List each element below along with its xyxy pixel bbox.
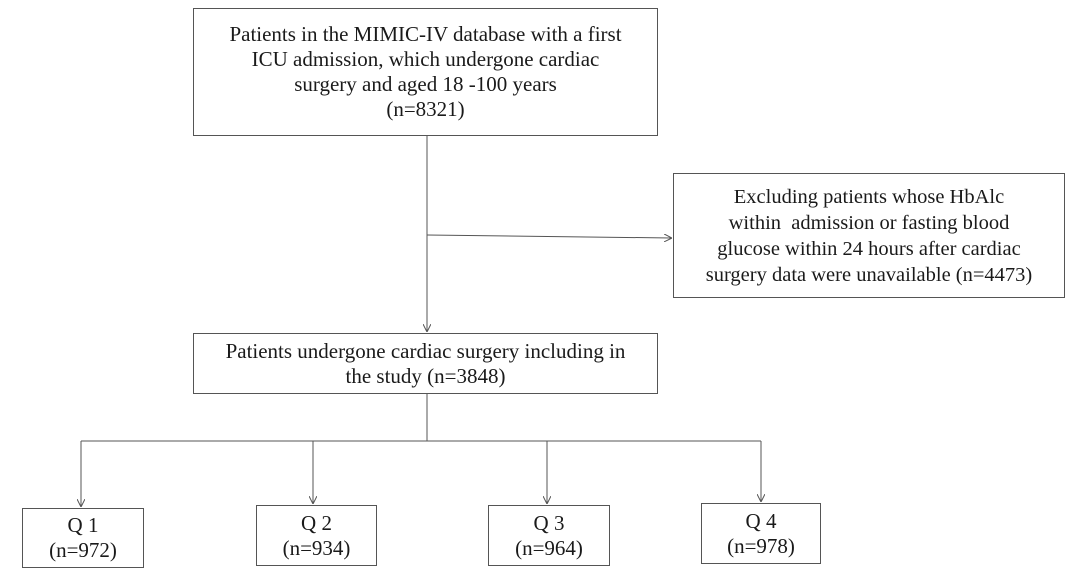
initial-cohort-line-2: ICU admission, which undergone cardiac xyxy=(251,47,600,71)
initial-cohort-line-1: Patients in the MIMIC-IV database with a… xyxy=(229,22,622,46)
quartile-box-q4: Q 4 (n=978) xyxy=(701,503,821,564)
quartile-label: Q 2 xyxy=(301,510,332,535)
exclusion-line-1: Excluding patients whose HbAlc xyxy=(733,185,1005,208)
quartile-label: Q 4 xyxy=(745,508,777,533)
initial-cohort-line-3: surgery and aged 18 -100 years xyxy=(294,72,557,96)
quartile-count: (n=972) xyxy=(49,538,117,562)
quartile-count: (n=934) xyxy=(282,535,351,560)
study-cohort-line-2: the study (n=3848) xyxy=(345,363,506,388)
quartile-label: Q 3 xyxy=(533,510,565,535)
exclusion-line-4: surgery data were unavailable (n=4473) xyxy=(705,263,1033,286)
exclusion-line-3: glucose within 24 hours after cardiac xyxy=(717,237,1021,260)
study-cohort-box: Patients undergone cardiac surgery inclu… xyxy=(193,333,658,394)
quartile-box-q1: Q 1 (n=972) xyxy=(22,508,144,568)
quartile-label: Q 1 xyxy=(67,513,99,537)
quartile-box-q3: Q 3 (n=964) xyxy=(488,505,610,566)
quartile-count: (n=964) xyxy=(515,535,583,560)
connector-to-exclusion xyxy=(426,235,671,238)
study-cohort-line-1: Patients undergone cardiac surgery inclu… xyxy=(225,338,626,363)
initial-cohort-box: Patients in the MIMIC-IV database with a… xyxy=(193,8,658,136)
exclusion-line-2: within admission or fasting blood xyxy=(728,211,1010,234)
initial-cohort-count: (n=8321) xyxy=(386,97,465,121)
quartile-box-q2: Q 2 (n=934) xyxy=(256,505,377,566)
exclusion-box: Excluding patients whose HbAlc within ad… xyxy=(673,173,1065,298)
quartile-count: (n=978) xyxy=(727,533,795,558)
